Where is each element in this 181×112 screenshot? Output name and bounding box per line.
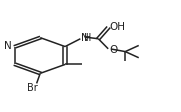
Text: H: H <box>84 33 92 43</box>
Text: N: N <box>4 41 12 51</box>
Text: Br: Br <box>27 82 37 92</box>
Text: OH: OH <box>109 22 125 32</box>
Text: N: N <box>81 33 89 43</box>
Text: O: O <box>109 45 117 55</box>
